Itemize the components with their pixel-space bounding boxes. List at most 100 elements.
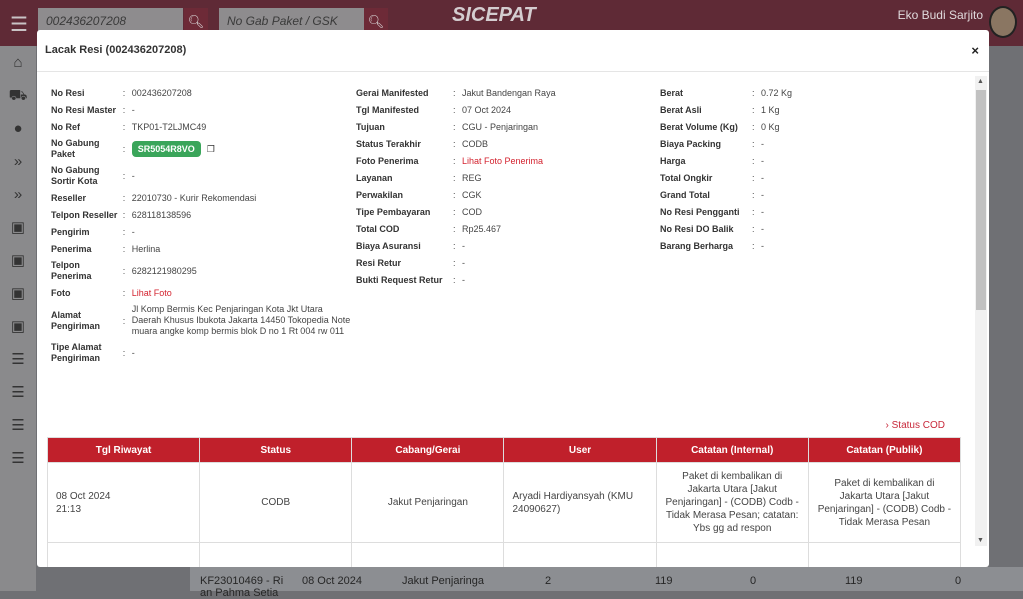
field-value: 07 Oct 2024 — [462, 104, 512, 115]
menu-icon[interactable]: ☰ — [10, 14, 28, 36]
detail-row: Tipe Alamat Pengiriman: - — [51, 342, 351, 364]
field-label: No Resi Pengganti — [660, 206, 740, 217]
colon: : — [752, 173, 755, 183]
detail-row: Grand Total: - — [660, 189, 860, 201]
field-value: CODB — [462, 138, 489, 149]
pin-icon[interactable]: ● — [13, 120, 23, 137]
field-value: TKP01-T2LJMC49 — [131, 121, 207, 132]
table-cell: 08 Oct 2024 21:13 — [46, 462, 201, 543]
field-label: Foto — [51, 287, 71, 298]
column-header[interactable]: Catatan (Internal) — [655, 437, 809, 463]
combined-package-badge[interactable]: SR5054R8VO — [131, 140, 201, 157]
field-label: Reseller — [51, 192, 87, 203]
vertical-scrollbar[interactable]: ▲ ▼ — [975, 76, 987, 546]
field-label: Pengirim — [51, 226, 90, 237]
detail-row: Tujuan: CGU - Penjaringan — [356, 121, 646, 133]
history-table: Tgl Riwayat Status Cabang/Gerai User Catatan… — [46, 437, 962, 567]
detail-row: Foto Penerima: Lihat Foto Penerima — [356, 155, 646, 167]
field-label: Berat Asli — [660, 104, 702, 115]
scroll-up-icon[interactable]: ▲ — [977, 78, 984, 85]
colon: : — [122, 193, 126, 203]
copy-icon[interactable]: ❐ — [206, 143, 215, 154]
field-label: Tipe Pembayaran — [356, 206, 431, 217]
field-value: - — [761, 223, 764, 234]
colon: : — [453, 241, 456, 251]
detail-row: Telpon Reseller:628118138596 — [51, 209, 351, 221]
home-icon[interactable]: ⌂ — [13, 54, 23, 71]
colon: : — [122, 348, 126, 358]
field-label: Tipe Alamat Pengiriman — [51, 342, 102, 363]
field-value: CGU - Penjaringan — [462, 121, 539, 132]
field-value: - — [761, 240, 764, 251]
close-icon[interactable]: × — [971, 43, 979, 58]
colon: : — [453, 207, 456, 217]
field-value: SR5054R8VO ❐ — [131, 140, 351, 157]
detail-column-middle: Gerai Manifested: Jakut Bandengan Raya Tgl… — [356, 87, 646, 291]
sidebar: ⌂ ⛟ ● » » ▣ ▣ ▣ ▣ ☰ ☰ ☰ ☰ — [0, 46, 36, 591]
colon: : — [453, 156, 456, 166]
field-label: Tgl Manifested — [356, 104, 420, 115]
table-cell: Jakut Penjaringan — [351, 462, 505, 543]
colon: : — [453, 173, 456, 183]
field-value: - — [761, 172, 764, 183]
column-header[interactable]: Catatan (Publik) — [807, 437, 962, 463]
detail-row: No Resi Master: - — [51, 104, 351, 116]
detail-row: Barang Berharga: - — [660, 240, 860, 252]
colon: : — [122, 171, 126, 181]
box-icon[interactable]: ▣ — [10, 285, 26, 302]
table-row — [46, 542, 962, 567]
field-value: - — [131, 104, 135, 115]
chevrons-icon[interactable]: » — [13, 186, 23, 203]
colon: : — [122, 105, 126, 115]
status-cod-link[interactable]: › Status COD — [885, 420, 945, 431]
field-value: - — [462, 257, 465, 268]
colon: : — [453, 190, 456, 200]
box-icon[interactable]: ▣ — [10, 318, 26, 335]
detail-row: Pengirim: - — [51, 226, 351, 238]
detail-row: Status Terakhir: CODB — [356, 138, 646, 150]
detail-row: Penerima: Herlina — [51, 243, 351, 255]
colon: : — [453, 88, 456, 98]
field-value: - — [761, 189, 764, 200]
detail-row: Layanan: REG — [356, 172, 646, 184]
field-value: CGK — [462, 189, 482, 200]
table-row: 08 Oct 2024 21:13 CODB Jakut Penjaringan Ar… — [46, 462, 962, 543]
colon: : — [122, 227, 126, 237]
detail-row: Biaya Asuransi: - — [356, 240, 646, 252]
table-cell — [503, 542, 657, 567]
field-value: - — [761, 206, 764, 217]
column-header[interactable]: Status — [199, 437, 353, 463]
truck-icon[interactable]: ⛟ — [8, 87, 28, 104]
box-icon[interactable]: ▣ — [10, 219, 26, 236]
detail-row: Telpon Penerima:6282121980295 — [51, 260, 351, 282]
photo-link[interactable]: Lihat Foto — [131, 287, 172, 298]
user-name[interactable]: Eko Budi Sarjito — [897, 8, 983, 22]
chevrons-icon[interactable]: » — [13, 153, 23, 170]
list-icon[interactable]: ☰ — [11, 450, 25, 467]
scrollbar-thumb[interactable] — [976, 90, 986, 310]
colon: : — [122, 88, 126, 98]
list-icon[interactable]: ☰ — [11, 384, 25, 401]
avatar[interactable] — [989, 6, 1017, 38]
field-value: REG — [462, 172, 482, 183]
list-icon[interactable]: ☰ — [11, 417, 25, 434]
detail-row: No Resi Pengganti: - — [660, 206, 860, 218]
detail-row: Bukti Request Retur: - — [356, 274, 646, 286]
field-value: - — [761, 155, 764, 166]
box-icon[interactable]: ▣ — [10, 252, 26, 269]
field-label: Telpon Reseller — [51, 209, 118, 220]
field-value: Rp25.467 — [462, 223, 502, 234]
list-icon[interactable]: ☰ — [11, 351, 25, 368]
column-header[interactable]: User — [503, 437, 657, 463]
photo-link[interactable]: Lihat Foto Penerima — [462, 155, 544, 166]
column-header[interactable]: Cabang/Gerai — [351, 437, 505, 463]
colon: : — [122, 210, 126, 220]
colon: : — [122, 122, 126, 132]
colon: : — [453, 258, 456, 268]
field-label: Biaya Asuransi — [356, 240, 421, 251]
field-label: No Gabung Paket — [51, 138, 100, 159]
scroll-down-icon[interactable]: ▼ — [977, 537, 984, 544]
table-cell: Paket di kembalikan di Jakarta Utara [Ja… — [655, 462, 809, 543]
column-header[interactable]: Tgl Riwayat — [46, 437, 201, 463]
colon: : — [453, 224, 456, 234]
